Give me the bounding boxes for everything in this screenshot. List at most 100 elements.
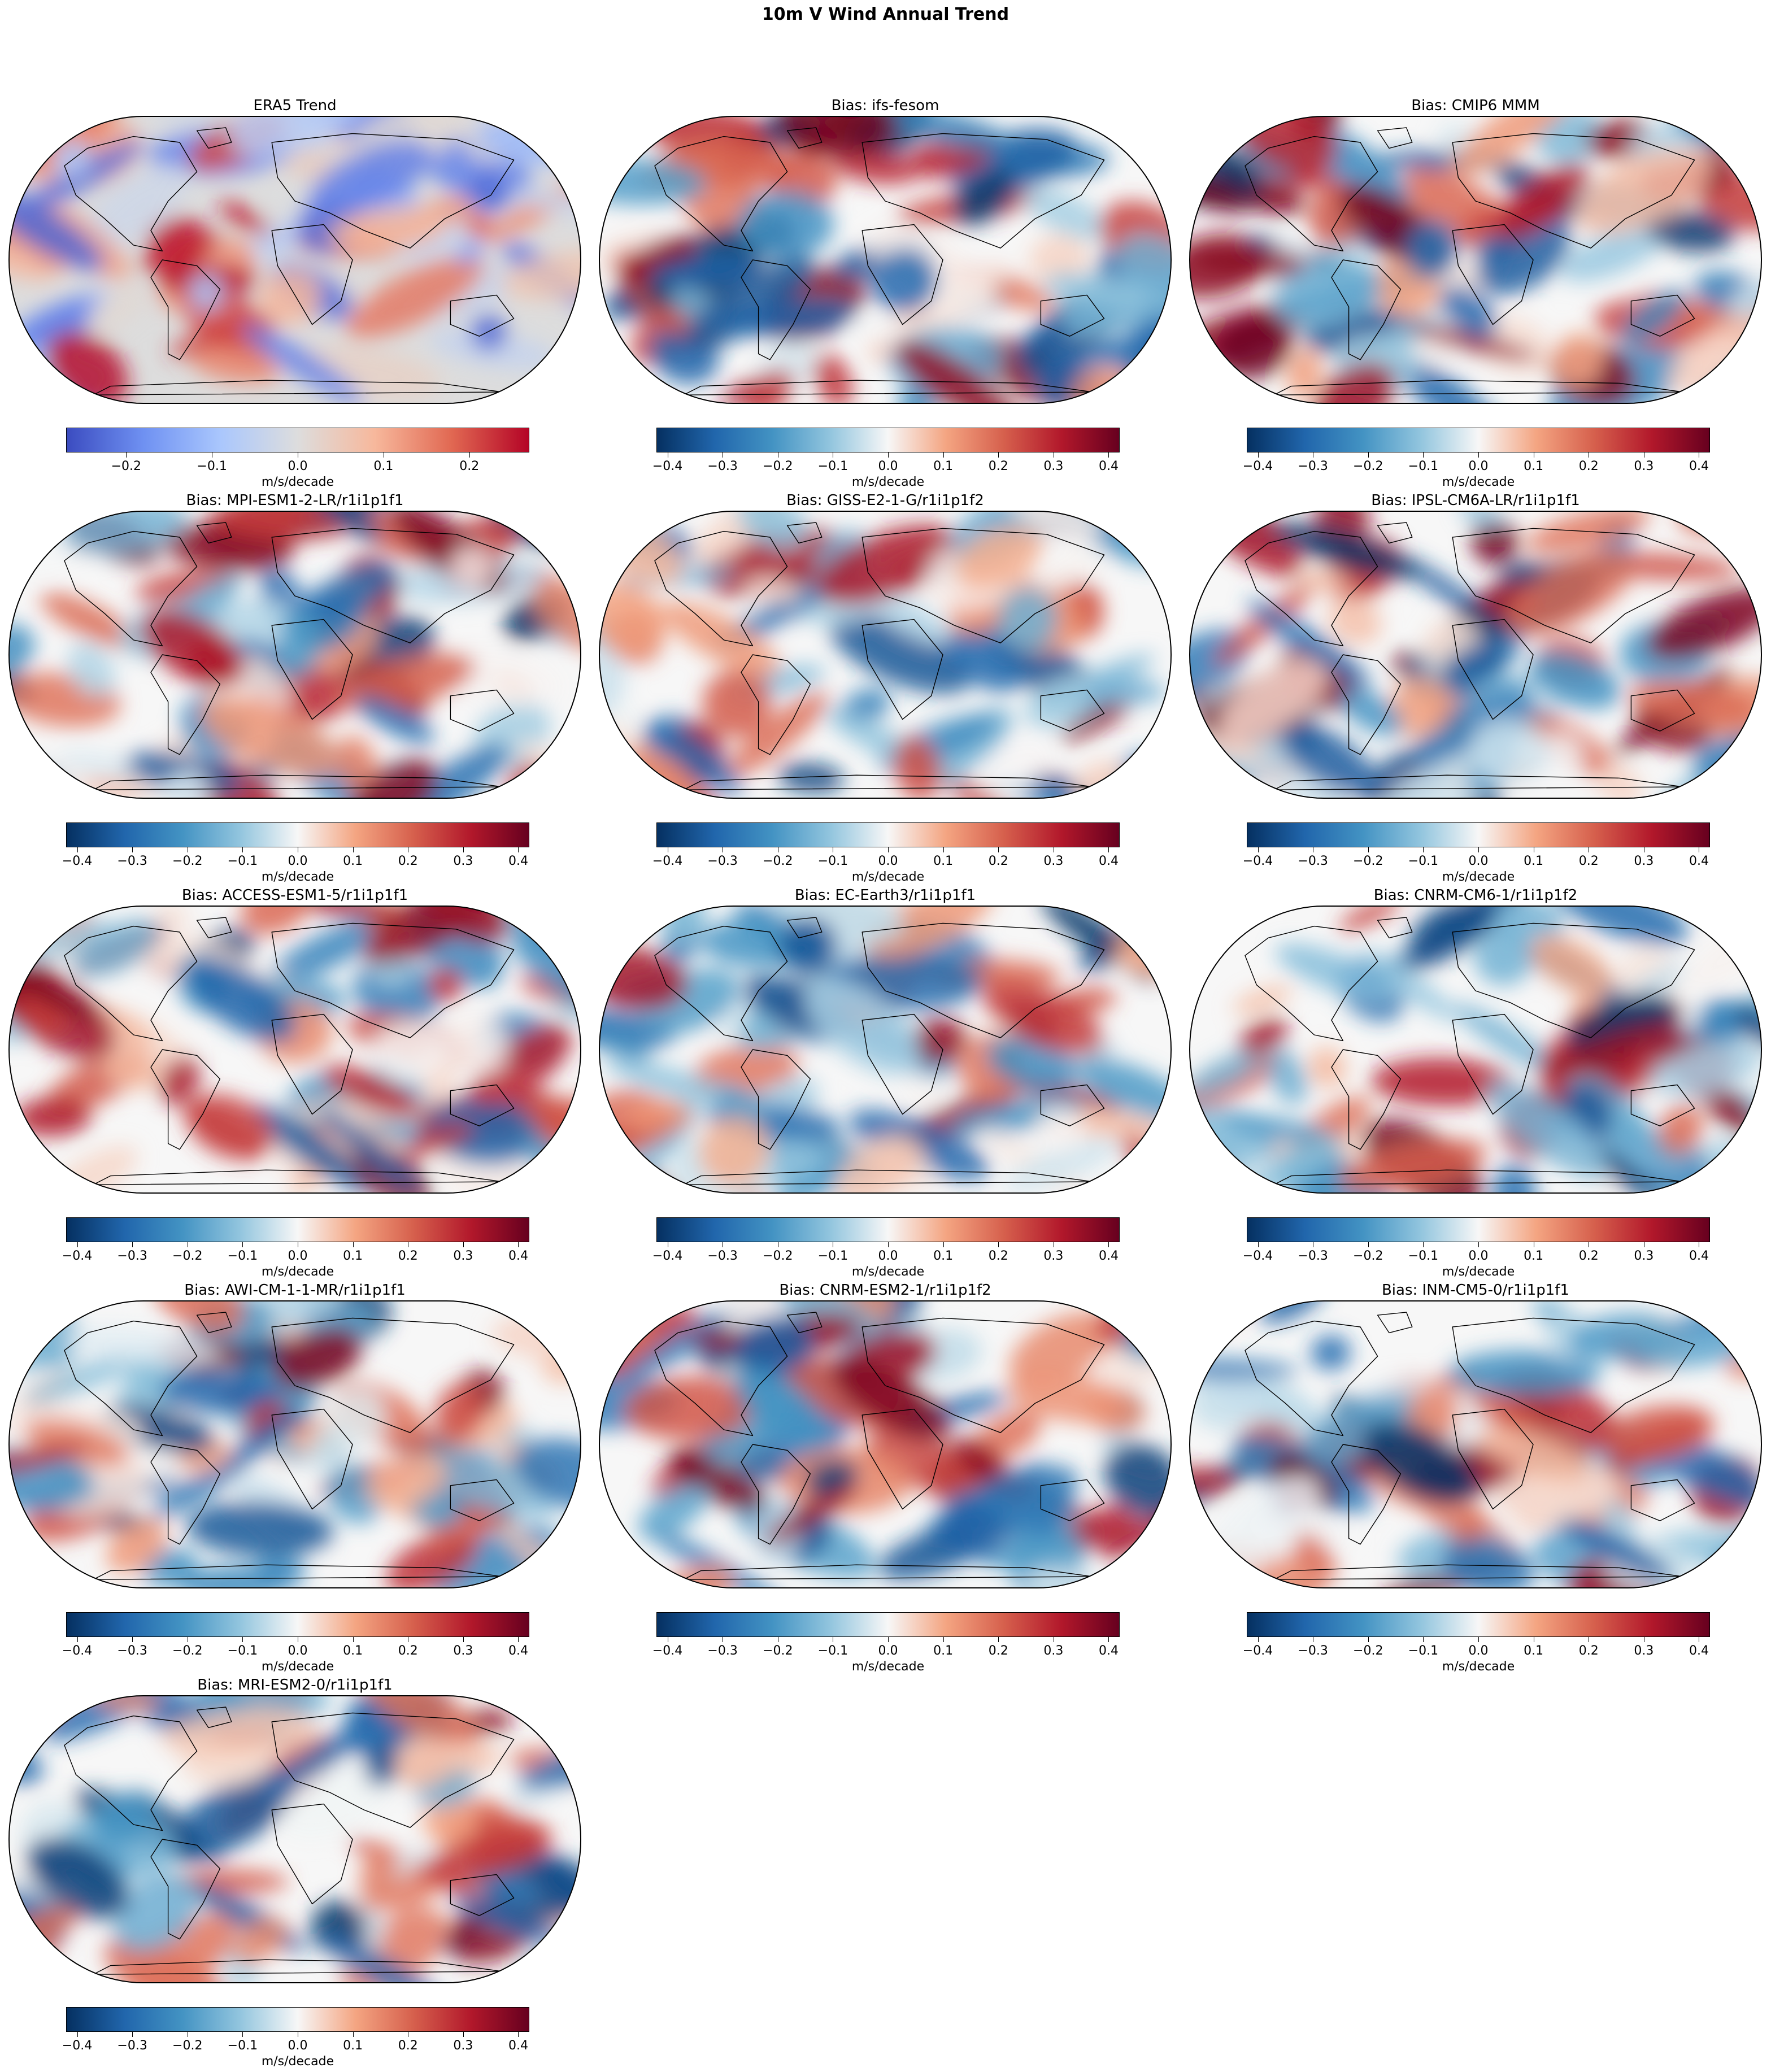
colorbar-tick-label: 0.0 <box>878 1644 898 1658</box>
coastline <box>196 127 232 149</box>
coastline <box>786 127 823 149</box>
colorbar-tick-label: 0.1 <box>933 1644 954 1658</box>
colorbar-gradient <box>66 2007 529 2032</box>
colorbar-tick-label: −0.3 <box>1298 854 1328 868</box>
coastline <box>861 619 943 720</box>
colorbar-tick-label: 0.0 <box>1468 1644 1489 1658</box>
colorbar-tick <box>888 1637 889 1642</box>
colorbar-tick-label: −0.2 <box>111 459 141 473</box>
coastline <box>271 133 515 249</box>
colorbar-tick <box>242 2032 243 2037</box>
colorbar-tick-label: 0.1 <box>933 459 954 473</box>
coastline <box>1331 1049 1402 1150</box>
colorbar-tick-label: 0.4 <box>1689 459 1709 473</box>
map-panel: ERA5 Trend −0.2 −0.1 0.0 0.1 0.2 m/s/decade <box>7 97 583 489</box>
colorbar-unit-label: m/s/decade <box>261 870 334 884</box>
colorbar-tick-label: 0.1 <box>933 1249 954 1263</box>
colorbar-tick-label: 0.2 <box>988 1644 1008 1658</box>
colorbar-tick-label: 0.0 <box>288 1249 308 1263</box>
panel-title: Bias: IPSL-CM6A-LR/r1i1p1f1 <box>1371 492 1580 509</box>
colorbar-tick <box>463 1242 464 1247</box>
colorbar-tick <box>1108 1637 1109 1642</box>
robinson-map <box>8 1300 582 1588</box>
colorbar-tick-label: −0.2 <box>1353 1249 1383 1263</box>
colorbar-tick <box>77 1242 78 1247</box>
colorbar-tick-label: 0.4 <box>1098 459 1119 473</box>
coastline <box>196 522 232 544</box>
colorbar-unit-label: m/s/decade <box>851 1265 925 1279</box>
colorbar-tick-label: 0.0 <box>878 459 898 473</box>
colorbar-tick <box>888 452 889 458</box>
coastline <box>861 528 1105 643</box>
colorbar-tick-label: 0.3 <box>1043 1644 1064 1658</box>
colorbar-unit-label: m/s/decade <box>1442 870 1515 884</box>
coastline <box>64 530 198 647</box>
colorbar-gradient <box>656 822 1120 847</box>
colorbar-tick-label: 0.2 <box>1578 1644 1599 1658</box>
colorbar-tick <box>518 1637 519 1642</box>
colorbar-tick-label: 0.2 <box>398 1249 418 1263</box>
colorbar-gradient <box>656 428 1120 452</box>
colorbar-tick-label: 0.1 <box>1524 1249 1544 1263</box>
coastline <box>1630 689 1695 732</box>
colorbar-tick-label: −0.1 <box>227 2039 258 2053</box>
colorbar-tick-label: 0.0 <box>288 1644 308 1658</box>
coastline <box>861 1408 943 1510</box>
colorbar-gradient <box>1247 1217 1710 1242</box>
colorbar-tick-label: 0.2 <box>988 1249 1008 1263</box>
colorbar-tick-label: −0.1 <box>817 1644 848 1658</box>
colorbar-tick <box>943 847 944 852</box>
colorbar-tick <box>1478 847 1479 852</box>
colorbar-tick <box>132 2032 133 2037</box>
colorbar-tick-label: 0.0 <box>288 2039 308 2053</box>
colorbar-tick-label: −0.4 <box>1242 459 1273 473</box>
colorbar-tick-label: −0.3 <box>117 2039 147 2053</box>
map-panel: Bias: CMIP6 MMM −0.4 −0.3 −0.2 −0.1 0.0 0.1 0.2… <box>1187 97 1764 489</box>
robinson-map <box>1189 1300 1763 1588</box>
colorbar-tick-label: −0.3 <box>117 854 147 868</box>
coastline <box>1245 136 1378 252</box>
map-outline <box>8 511 582 799</box>
colorbar-tick-label: 0.2 <box>398 2039 418 2053</box>
colorbar-tick <box>1368 1637 1369 1642</box>
coastline <box>150 259 221 360</box>
colorbar-unit-label: m/s/decade <box>1442 475 1515 489</box>
coastline <box>450 1084 515 1126</box>
colorbar-tick-label: −0.2 <box>172 1644 203 1658</box>
colorbar-tick-label: 0.4 <box>508 1249 528 1263</box>
colorbar-tick <box>1423 1242 1424 1247</box>
coastline <box>1630 1084 1695 1126</box>
colorbar-gradient <box>1247 1612 1710 1637</box>
robinson-map <box>598 906 1172 1194</box>
colorbar-tick <box>463 2032 464 2037</box>
colorbar-gradient <box>1247 822 1710 847</box>
coastline <box>741 1444 811 1545</box>
colorbar-tick <box>132 1637 133 1642</box>
colorbar-tick <box>469 452 470 458</box>
colorbar-tick-label: 0.2 <box>1578 854 1599 868</box>
colorbar-tick-label: 0.2 <box>1578 1249 1599 1263</box>
colorbar-tick <box>353 2032 354 2037</box>
colorbar-tick-label: 0.3 <box>1634 1644 1654 1658</box>
colorbar-tick-label: −0.1 <box>1408 1644 1439 1658</box>
colorbar-tick-label: −0.3 <box>117 1644 147 1658</box>
coastline <box>93 1959 503 1975</box>
coastline <box>861 1317 1105 1433</box>
colorbar-tick <box>1108 1242 1109 1247</box>
colorbar-tick-label: −0.1 <box>817 459 848 473</box>
colorbar-tick <box>463 847 464 852</box>
robinson-map <box>8 511 582 799</box>
colorbar-tick-label: −0.2 <box>763 459 793 473</box>
colorbar-unit-label: m/s/decade <box>851 870 925 884</box>
colorbar-tick-label: −0.2 <box>1353 459 1383 473</box>
robinson-map <box>1189 511 1763 799</box>
colorbar-tick <box>888 1242 889 1247</box>
colorbar-tick-label: 0.1 <box>373 459 394 473</box>
colorbar-tick <box>126 452 127 458</box>
coastline <box>1245 1320 1378 1437</box>
coastline <box>741 654 811 755</box>
coastline <box>64 925 198 1042</box>
colorbar-tick-label: −0.4 <box>62 854 93 868</box>
colorbar-tick <box>998 452 999 458</box>
map-panel: Bias: ACCESS-ESM1-5/r1i1p1f1 −0.4 −0.3 −0.2… <box>7 887 583 1279</box>
